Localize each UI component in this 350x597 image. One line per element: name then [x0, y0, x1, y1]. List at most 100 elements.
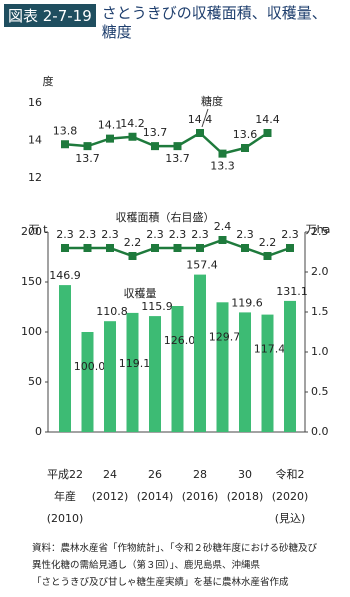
bar: [194, 274, 206, 432]
marker: [286, 244, 294, 252]
y-tick-label: 14: [28, 134, 42, 147]
data-label: 13.7: [143, 126, 168, 139]
x-tick-label: (2018): [227, 490, 264, 503]
bar: [81, 332, 94, 432]
data-label: 157.4: [186, 259, 218, 272]
marker: [106, 134, 114, 143]
marker: [151, 244, 159, 252]
marker: [263, 129, 272, 137]
y-tick-label: 200: [21, 225, 42, 238]
bar: [171, 306, 184, 432]
y-tick-label: 100: [21, 325, 42, 338]
marker: [218, 149, 227, 158]
bar: [239, 312, 251, 432]
y-tick-label: 12: [28, 171, 42, 184]
x-tick-label: (2012): [92, 490, 129, 503]
y2-tick-label: 0.0: [311, 425, 329, 438]
bar: [149, 316, 161, 432]
marker: [241, 244, 249, 252]
data-label: 119.6: [231, 296, 263, 309]
x-tick-label: 28: [193, 468, 207, 481]
data-label: 2.4: [214, 220, 232, 233]
bar: [126, 312, 139, 432]
x-tick-label: (2020): [272, 490, 309, 503]
marker: [173, 244, 182, 252]
data-label: 119.1: [119, 357, 151, 370]
marker: [173, 142, 182, 151]
y-tick-label: 0: [35, 425, 42, 438]
marker: [218, 236, 227, 244]
marker: [196, 129, 204, 137]
marker: [151, 142, 159, 151]
marker: [61, 140, 69, 149]
x-tick-label: 24: [103, 468, 117, 481]
x-tick-label: (2010): [47, 512, 84, 525]
marker: [196, 244, 204, 252]
y2-tick-label: 1.0: [311, 345, 329, 358]
marker: [61, 244, 69, 252]
series-label: 収穫量: [124, 287, 157, 300]
title: さとうきびの収穫面積、収穫量、 糖度: [102, 4, 327, 42]
data-label: 129.7: [209, 330, 241, 343]
marker: [263, 252, 272, 260]
data-label: 14.4: [255, 113, 280, 126]
data-label: 2.2: [259, 236, 277, 249]
x-tick-label: 26: [148, 468, 162, 481]
bar: [59, 285, 71, 432]
y2-tick-label: 0.5: [311, 385, 329, 398]
bar: [284, 300, 296, 432]
data-label: 131.1: [276, 285, 308, 298]
data-label: 13.7: [75, 152, 100, 165]
data-label: 2.3: [56, 228, 74, 241]
marker: [106, 244, 114, 252]
y2-tick-label: 1.5: [311, 305, 329, 318]
data-label: 2.3: [169, 228, 187, 241]
data-label: 2.3: [191, 228, 209, 241]
y2-label: 万ha: [306, 223, 331, 236]
x-tick-label: (2016): [182, 490, 219, 503]
data-label: 2.3: [79, 228, 97, 241]
y-tick-label: 150: [21, 275, 42, 288]
series-label: 糖度: [201, 94, 223, 108]
data-label: 100.0: [74, 360, 106, 373]
title-line: さとうきびの収穫面積、収穫量、: [101, 4, 327, 22]
data-label: 2.3: [101, 228, 119, 241]
y2-tick-label: 2.5: [311, 225, 329, 238]
data-label: 2.3: [281, 228, 299, 241]
marker: [128, 252, 137, 260]
y-label: 万 t: [29, 223, 48, 236]
header: 図表 2-7-19 さとうきびの収穫面積、収穫量、 糖度: [4, 4, 327, 42]
title-line: 糖度: [101, 23, 132, 41]
source-line: 異性化糖の需給見通し（第３回）」、鹿児島県、沖縄県: [32, 560, 261, 571]
leader: [201, 108, 209, 128]
marker: [128, 132, 137, 141]
data-label: 14.1: [98, 119, 123, 132]
source: 資料：農林水産省「作物統計」、「令和２砂糖年度における砂糖及び 異性化糖の需給見…: [32, 540, 317, 591]
y-label: 度: [43, 74, 54, 88]
x-tick-label: 令和2: [276, 467, 305, 481]
data-label: 13.8: [53, 124, 78, 137]
y-tick-label: 16: [28, 96, 42, 109]
source-line: 資料：農林水産省「作物統計」、「令和２砂糖年度における砂糖及び: [32, 543, 318, 554]
data-label: 117.4: [254, 343, 286, 356]
bar: [104, 321, 116, 432]
marker: [83, 142, 92, 151]
data-label: 110.8: [96, 305, 128, 318]
chart: 度 万 t 万ha 12141613.813.714.114.213.713.7…: [21, 74, 331, 525]
x-tick-label: 年産: [54, 489, 76, 503]
data-label: 2.3: [236, 228, 254, 241]
data-label: 14.4: [188, 113, 213, 126]
x-tick-label: (見込): [275, 512, 306, 525]
data-label: 14.2: [120, 117, 145, 130]
data-label: 2.3: [146, 228, 164, 241]
data-label: 13.6: [233, 128, 258, 141]
source-line: 「さとうきび及び甘しゃ糖生産実績」を基に農林水産省作成: [32, 577, 289, 588]
x-tick-label: 平成22: [47, 468, 83, 481]
data-label: 13.7: [165, 152, 190, 165]
y-tick-label: 50: [28, 375, 42, 388]
x-tick-label: 30: [238, 468, 252, 481]
bar: [261, 314, 274, 432]
data-label: 126.0: [164, 334, 196, 347]
line: [64, 131, 269, 156]
